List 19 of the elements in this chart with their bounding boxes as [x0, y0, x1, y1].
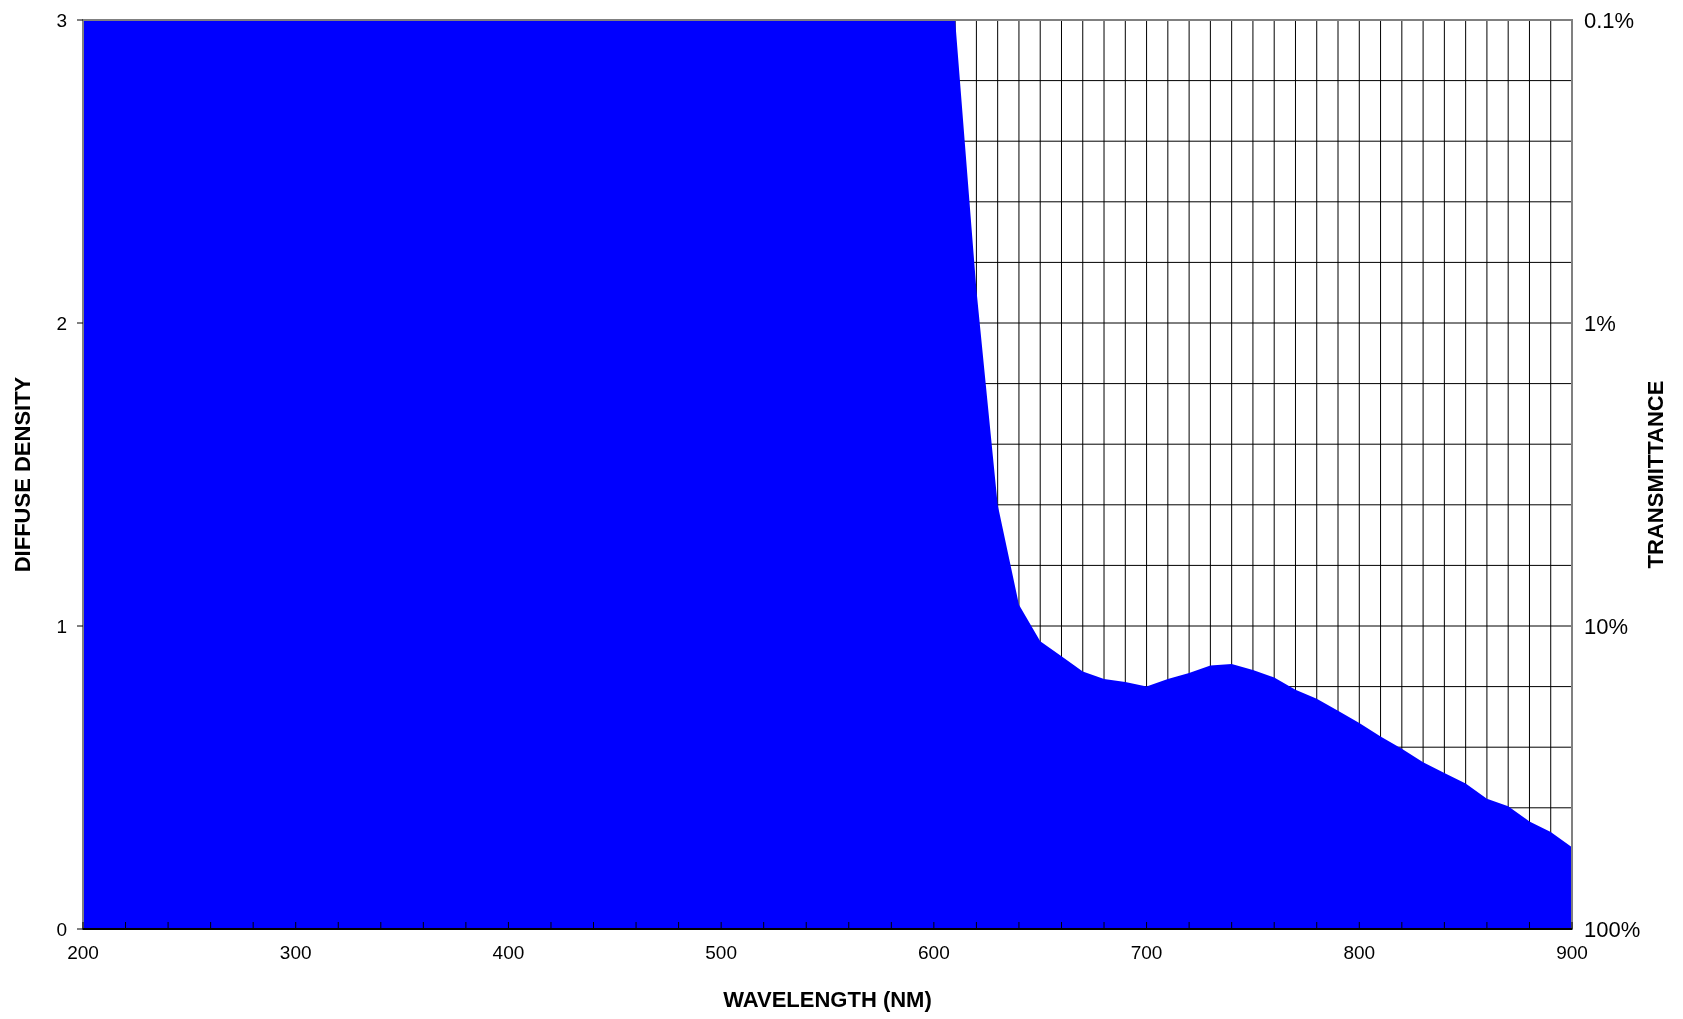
- y2-tick-label: 10%: [1584, 613, 1629, 639]
- y-tick-label: 3: [56, 9, 67, 31]
- x-axis-title: WAVELENGTH (NM): [723, 987, 932, 1012]
- x-tick-label: 400: [492, 942, 525, 963]
- y2-axis-title: TRANSMITTANCE: [1643, 380, 1668, 569]
- x-tick-label: 700: [1130, 942, 1163, 963]
- y-tick-label: 1: [56, 615, 67, 637]
- y2-tick-label: 0.1%: [1584, 7, 1635, 33]
- y2-tick-label: 100%: [1584, 916, 1641, 942]
- x-tick-label: 500: [705, 942, 737, 963]
- x-tick-label: 600: [918, 942, 950, 963]
- y2-tick-label: 1%: [1584, 310, 1616, 336]
- x-tick-label: 300: [279, 942, 312, 963]
- x-tick-label: 200: [67, 942, 99, 963]
- y-tick-label: 0: [56, 918, 67, 940]
- x-tick-label: 900: [1556, 942, 1588, 963]
- y-axis-title: DIFFUSE DENSITY: [10, 376, 35, 573]
- y-tick-label: 2: [56, 312, 67, 334]
- x-tick-label: 800: [1343, 942, 1376, 963]
